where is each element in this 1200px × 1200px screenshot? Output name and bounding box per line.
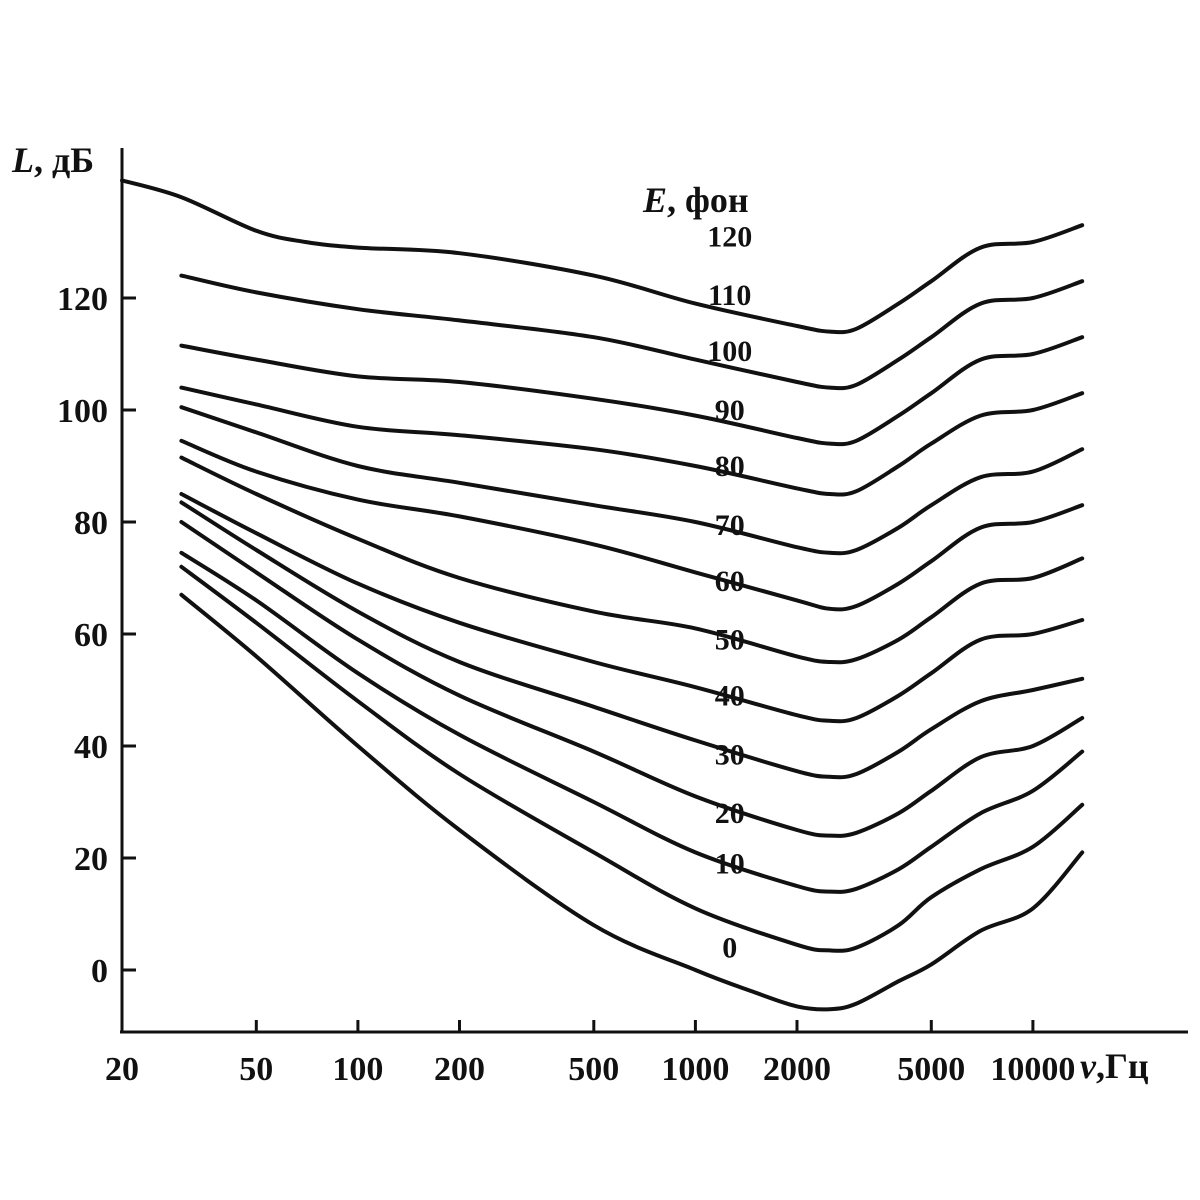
- x-tick-label: 1000: [661, 1051, 729, 1088]
- x-tick-label: 5000: [897, 1051, 965, 1088]
- curves: [120, 178, 1085, 1012]
- y-tick-label: 40: [74, 729, 108, 766]
- loudness-curve-10: [179, 564, 1085, 953]
- curve-label-90: 90: [715, 394, 745, 427]
- curve-label-20: 20: [715, 797, 745, 830]
- curve-label-80: 80: [715, 450, 745, 483]
- legend-title: E, фон: [642, 180, 749, 220]
- loudness-curve-20: [179, 550, 1085, 894]
- loudness-curve-110: [179, 273, 1085, 391]
- loudness-curve-0: [179, 592, 1085, 1012]
- y-ticks: 0 20 40 60 80 100 120: [57, 281, 136, 990]
- y-tick-label: 0: [91, 953, 108, 990]
- y-axis-title: L, дБ: [11, 140, 94, 180]
- y-tick-label: 80: [74, 505, 108, 542]
- x-axis-title: ν,Гц: [1080, 1046, 1149, 1086]
- curve-label-30: 30: [715, 738, 745, 771]
- x-tick-label: 200: [434, 1051, 485, 1088]
- loudness-curve-100: [179, 335, 1085, 447]
- curve-label-100: 100: [707, 335, 752, 368]
- curve-label-120: 120: [707, 220, 752, 253]
- x-ticks: 20 50 100 200 500 1000 2000 5000 10000: [105, 1020, 1075, 1088]
- x-tick-label: 500: [568, 1051, 619, 1088]
- x-tick-label: 50: [239, 1051, 273, 1088]
- loudness-curve-80: [179, 405, 1085, 556]
- curve-label-40: 40: [715, 680, 745, 713]
- loudness-curve-40: [179, 500, 1085, 780]
- legend-unit: , фон: [667, 180, 749, 220]
- loudness-curve-60: [179, 455, 1085, 665]
- y-axis-unit: , дБ: [34, 140, 94, 180]
- x-tick-label: 10000: [990, 1051, 1075, 1088]
- loudness-curve-70: [179, 438, 1085, 612]
- x-tick-label: 20: [105, 1051, 139, 1088]
- curve-label-70: 70: [715, 509, 745, 542]
- curve-label-10: 10: [715, 848, 745, 881]
- y-axis-symbol: L: [11, 140, 34, 180]
- loudness-curve-30: [179, 520, 1085, 838]
- legend-symbol: E: [642, 180, 667, 220]
- curve-label-0: 0: [722, 932, 737, 965]
- y-tick-label: 120: [57, 281, 108, 318]
- loudness-curve-90: [179, 385, 1085, 497]
- curve-label-110: 110: [708, 279, 751, 312]
- y-tick-label: 60: [74, 617, 108, 654]
- x-tick-label: 100: [332, 1051, 383, 1088]
- x-axis-symbol: ν: [1080, 1046, 1097, 1086]
- x-axis-unit: ,Гц: [1096, 1046, 1149, 1086]
- loudness-curve-120: [120, 178, 1085, 335]
- y-tick-label: 100: [57, 393, 108, 430]
- curve-label-50: 50: [715, 624, 745, 657]
- axes: [120, 148, 1188, 1034]
- loudness-curve-50: [179, 492, 1085, 724]
- x-tick-label: 2000: [763, 1051, 831, 1088]
- curve-label-60: 60: [715, 565, 745, 598]
- y-tick-label: 20: [74, 841, 108, 878]
